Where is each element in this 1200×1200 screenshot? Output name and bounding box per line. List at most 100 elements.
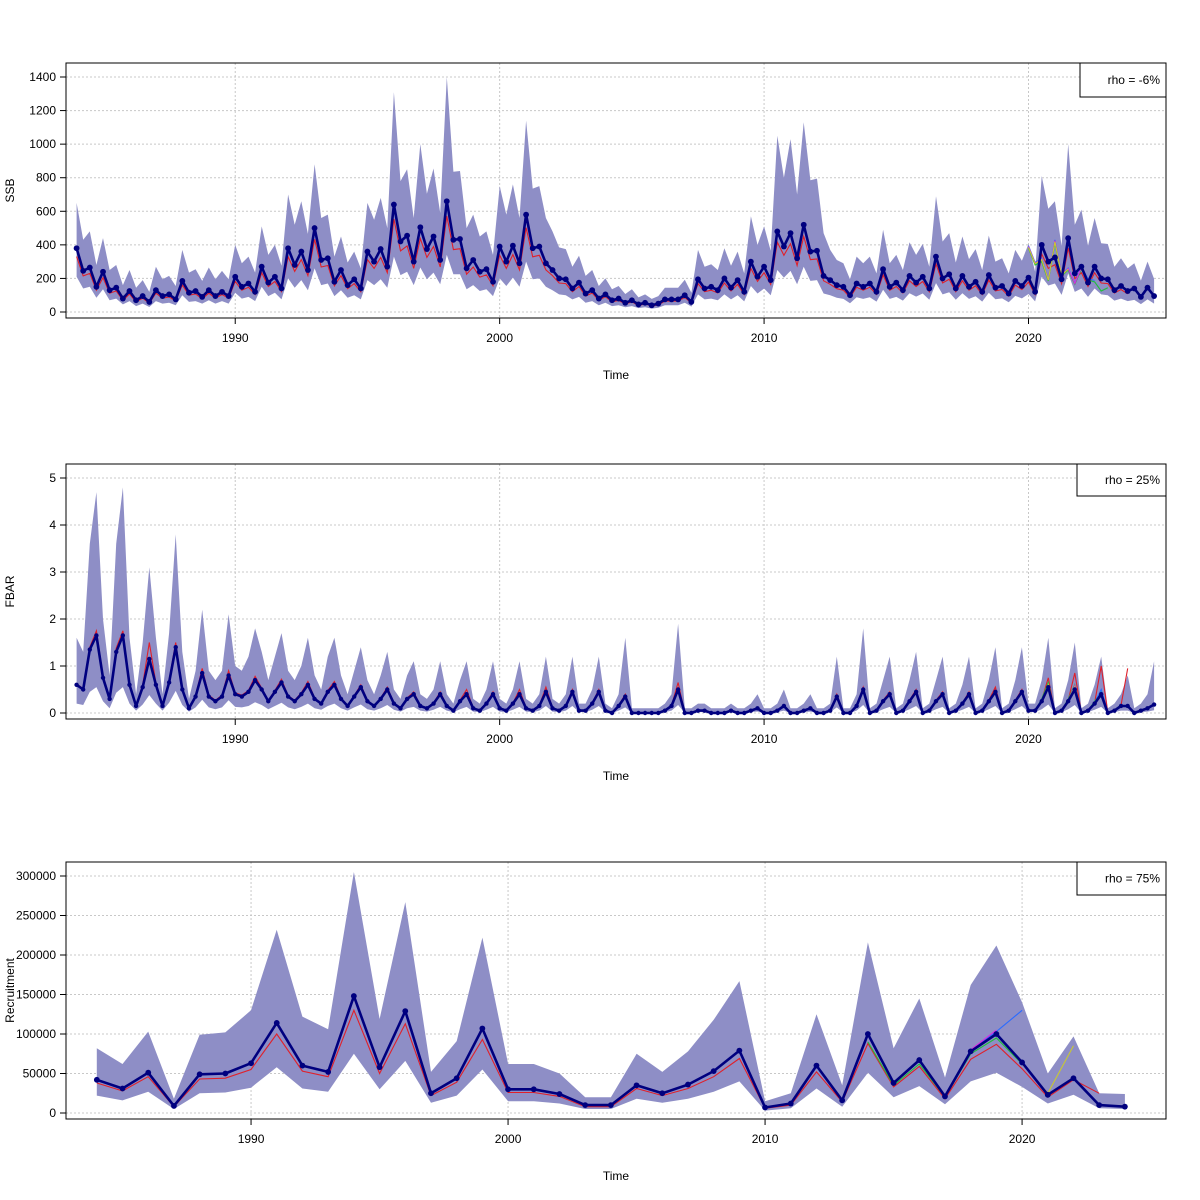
data-point [166, 291, 173, 298]
data-point [1065, 699, 1071, 704]
y-tick-label: 50000 [23, 1067, 57, 1081]
data-point [259, 687, 264, 692]
data-point [1105, 710, 1111, 716]
data-point [212, 293, 219, 299]
confidence-band [76, 77, 1155, 309]
data-point [1046, 684, 1051, 690]
data-point [365, 699, 370, 704]
data-point [649, 710, 654, 716]
data-point [377, 246, 384, 252]
data-point [689, 710, 694, 716]
data-point [1039, 699, 1044, 704]
data-point [794, 710, 800, 716]
data-point [966, 283, 972, 290]
data-point [305, 267, 311, 273]
data-point [172, 296, 179, 303]
data-point [1032, 708, 1038, 713]
data-point [1005, 290, 1012, 297]
data-point [411, 692, 416, 697]
data-point [655, 300, 662, 307]
data-point [688, 299, 695, 305]
data-point [1071, 270, 1078, 277]
data-point [966, 692, 972, 697]
data-point [505, 1086, 511, 1093]
data-point [428, 1090, 434, 1097]
data-point [993, 689, 998, 695]
data-point [106, 287, 113, 294]
data-point [1091, 263, 1098, 270]
data-point [602, 291, 609, 298]
data-point [371, 703, 377, 709]
data-point [404, 696, 410, 702]
data-point [623, 694, 628, 699]
series-peel-1 [96, 1008, 1100, 1109]
data-point [1044, 1091, 1051, 1098]
data-point [193, 694, 198, 699]
data-point [728, 284, 734, 291]
grid [66, 464, 1166, 719]
estimate-points [74, 633, 1157, 716]
data-point [714, 287, 721, 294]
data-point [424, 246, 430, 252]
data-point [1138, 708, 1144, 713]
data-point [484, 701, 489, 706]
data-point [153, 682, 159, 687]
data-point [233, 692, 238, 697]
data-point [762, 1104, 768, 1111]
data-point [853, 280, 860, 287]
y-axis-label: Recruitment [3, 957, 17, 1022]
data-point [742, 710, 747, 716]
data-point [609, 297, 615, 304]
data-point [920, 710, 925, 716]
data-point [331, 278, 338, 285]
data-point [226, 673, 231, 678]
data-point [1070, 1075, 1077, 1082]
data-point [350, 993, 357, 999]
series-peel-4 [970, 1029, 997, 1051]
data-point [325, 1069, 332, 1075]
data-point [437, 257, 444, 263]
x-tick-label: 2010 [751, 331, 778, 345]
data-point [1144, 284, 1151, 291]
data-point [1032, 288, 1039, 295]
data-point [443, 198, 450, 205]
data-point [127, 682, 132, 687]
data-point [180, 687, 185, 692]
legend: rho = -6% [1079, 62, 1167, 98]
legend-text: rho = -6% [1108, 73, 1161, 87]
x-tick-label: 2010 [751, 732, 778, 746]
data-point [1121, 1103, 1128, 1110]
data-point [332, 682, 337, 687]
data-point [371, 258, 377, 265]
data-point [173, 645, 178, 650]
data-point [1006, 708, 1011, 713]
x-axis: 1990 2000 2010 2020 Time [238, 1119, 1036, 1183]
data-point [607, 1102, 614, 1108]
data-point [787, 230, 794, 237]
y-tick-label: 200 [36, 271, 56, 285]
data-point [1151, 702, 1157, 707]
data-point [1145, 706, 1150, 711]
data-point [292, 699, 297, 704]
series-peel-1 [76, 215, 1129, 307]
data-point [985, 272, 992, 278]
data-point [398, 706, 403, 711]
data-point [120, 633, 126, 638]
data-point [1058, 276, 1065, 283]
data-point [311, 225, 318, 231]
data-point [569, 285, 576, 292]
data-point [999, 283, 1005, 289]
x-tick-label: 2000 [486, 331, 513, 345]
data-point [278, 285, 285, 292]
data-point [171, 1102, 177, 1109]
confidence-band [76, 487, 1155, 713]
data-point [702, 708, 707, 713]
data-point [385, 687, 390, 692]
data-point [669, 703, 674, 709]
data-point [656, 710, 661, 716]
data-point [490, 278, 496, 285]
data-point [629, 710, 635, 716]
data-point [1085, 708, 1091, 713]
data-point [338, 696, 344, 702]
y-tick-label: 200000 [16, 948, 56, 962]
